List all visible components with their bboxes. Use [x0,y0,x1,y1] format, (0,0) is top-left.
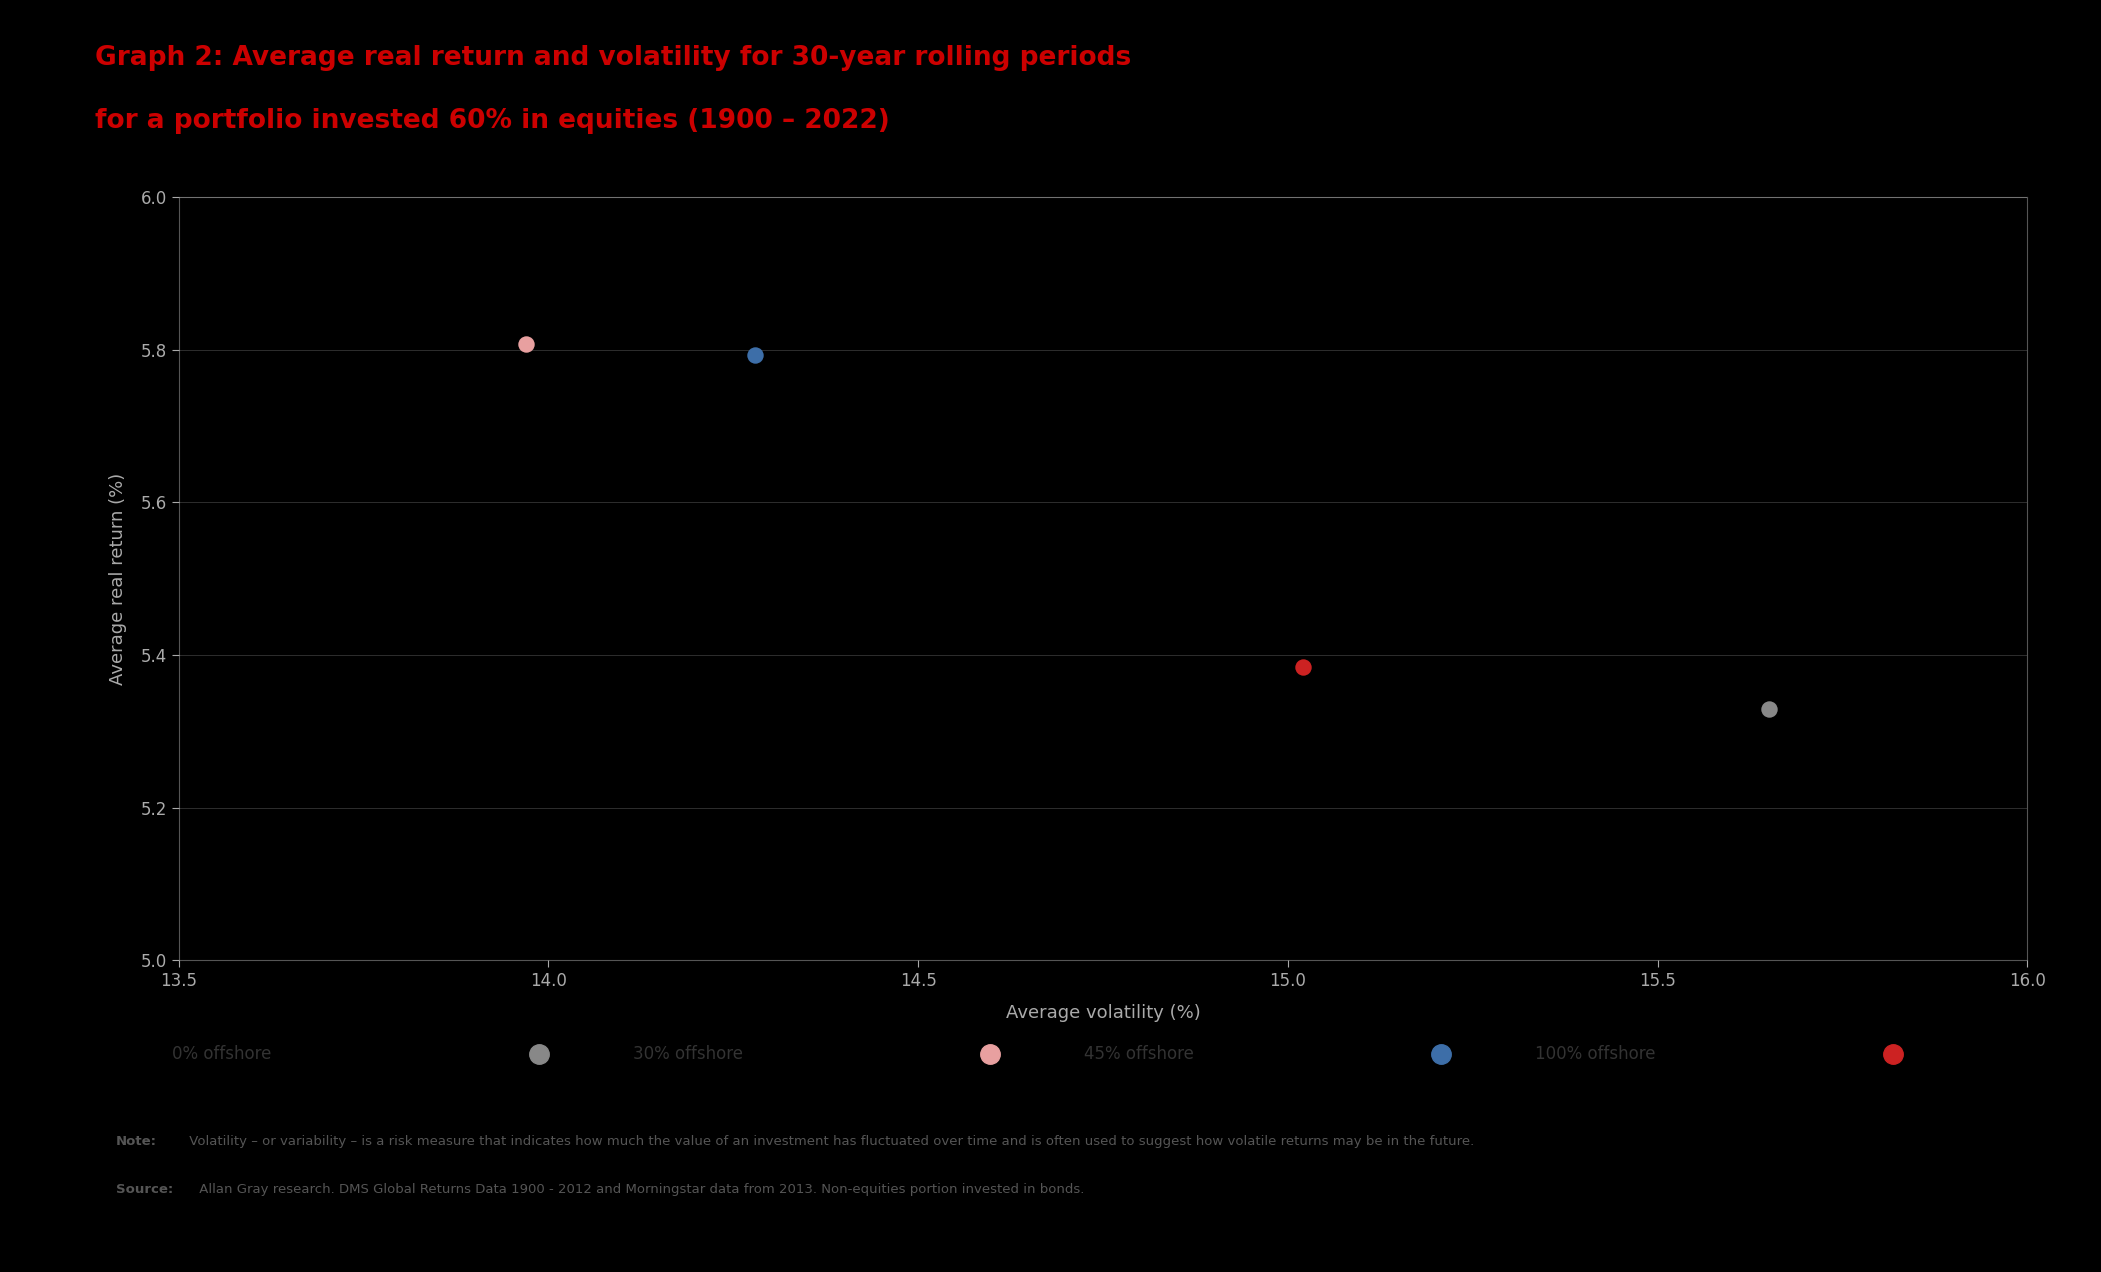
Text: for a portfolio invested 60% in equities (1900 – 2022): for a portfolio invested 60% in equities… [95,108,889,134]
Point [1286,656,1319,677]
Text: 100% offshore: 100% offshore [1536,1046,1656,1063]
Text: 0% offshore: 0% offshore [172,1046,271,1063]
X-axis label: Average volatility (%): Average volatility (%) [1006,1004,1200,1023]
Point [508,333,542,354]
Text: Volatility – or variability – is a risk measure that indicates how much the valu: Volatility – or variability – is a risk … [185,1135,1475,1147]
Point [1752,698,1786,719]
Point [740,345,773,365]
Y-axis label: Average real return (%): Average real return (%) [109,473,126,684]
Text: Note:: Note: [116,1135,158,1147]
Text: Graph 2: Average real return and volatility for 30-year rolling periods: Graph 2: Average real return and volatil… [95,45,1130,70]
Text: 30% offshore: 30% offshore [632,1046,742,1063]
Text: Allan Gray research. DMS Global Returns Data 1900 - 2012 and Morningstar data fr: Allan Gray research. DMS Global Returns … [195,1183,1084,1196]
Text: 45% offshore: 45% offshore [1084,1046,1193,1063]
Text: Source:: Source: [116,1183,172,1196]
